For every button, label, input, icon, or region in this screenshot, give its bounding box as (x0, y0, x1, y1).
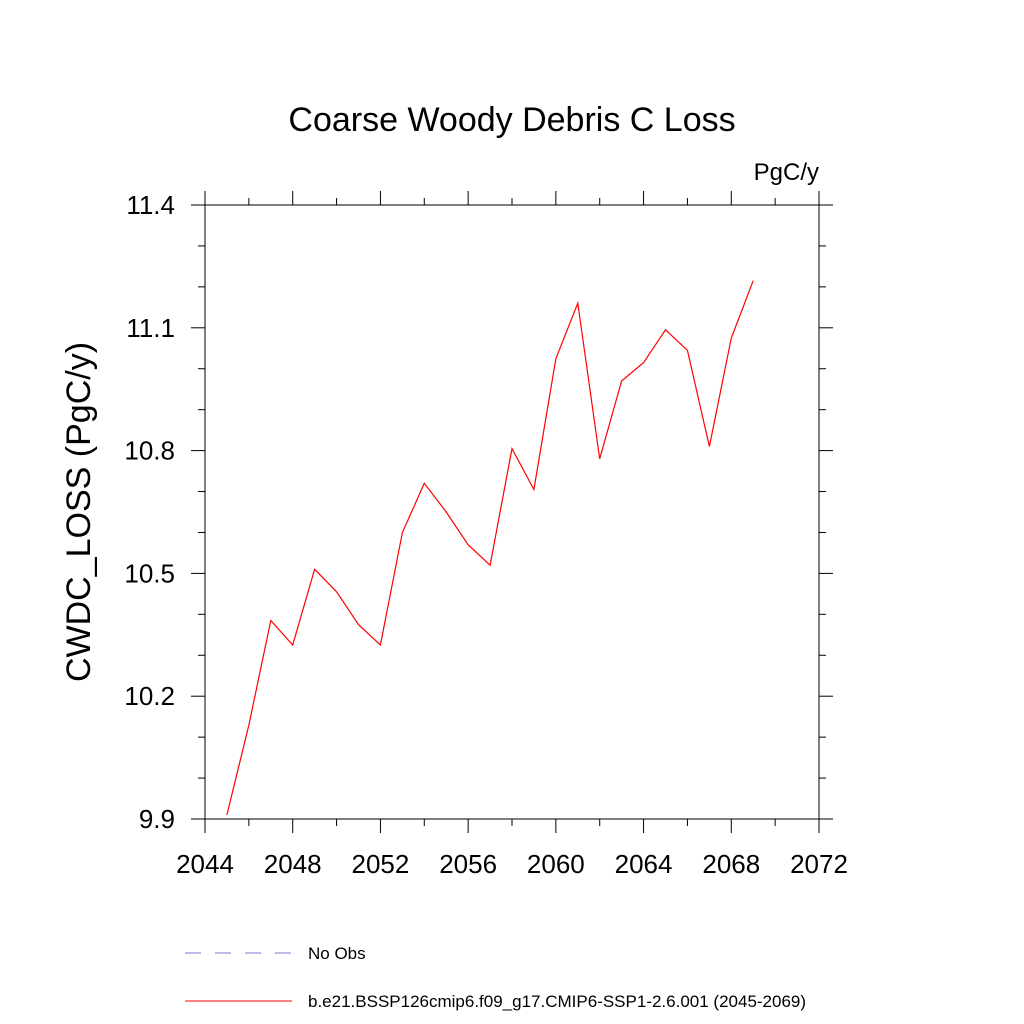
x-tick-label: 2052 (352, 849, 410, 879)
x-tick-label: 2060 (527, 849, 585, 879)
units-label: PgC/y (754, 159, 819, 186)
x-axis: 2044 2048 2052 2056 2060 2064 2068 2072 (176, 191, 848, 879)
y-tick-label: 11.4 (126, 190, 175, 220)
x-tick-label: 2044 (176, 849, 234, 879)
y-tick-label: 10.8 (124, 436, 175, 466)
series-layer (226, 280, 754, 816)
series-line-model-run (226, 280, 754, 816)
y-tick-label: 11.1 (126, 313, 175, 343)
plot-frame (204, 204, 820, 820)
y-tick-label: 10.2 (124, 681, 175, 711)
x-tick-label: 2048 (264, 849, 322, 879)
x-tick-label: 2072 (790, 849, 848, 879)
y-axis-label: CWDC_LOSS (PgC/y) (60, 342, 98, 682)
x-tick-label: 2056 (439, 849, 497, 879)
legend: No Obs b.e21.BSSP126cmip6.f09_g17.CMIP6-… (185, 944, 806, 1011)
legend-label-model-run: b.e21.BSSP126cmip6.f09_g17.CMIP6-SSP1-2.… (308, 992, 806, 1011)
x-tick-label: 2068 (702, 849, 760, 879)
y-axis: 9.9 10.2 10.5 10.8 11.1 11.4 (124, 190, 833, 834)
y-tick-label: 9.9 (139, 804, 175, 834)
y-tick-label: 10.5 (124, 558, 175, 588)
chart-title: Coarse Woody Debris C Loss (288, 101, 735, 139)
x-tick-label: 2064 (615, 849, 673, 879)
legend-label-no-obs: No Obs (308, 944, 366, 963)
